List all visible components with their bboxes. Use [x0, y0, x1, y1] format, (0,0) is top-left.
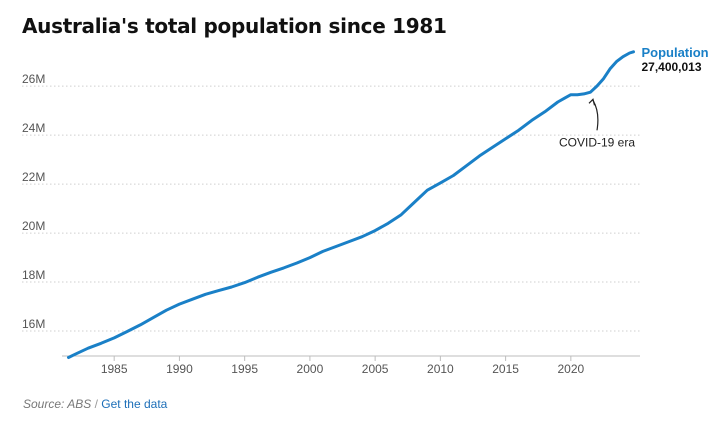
population-line-chart: 16M 18M 20M 22M 24M 26M 1985 1990 1995 2000 2005 20…: [22, 45, 709, 376]
x-tick-label: 2020: [557, 362, 584, 376]
x-tick-label: 1995: [231, 362, 258, 376]
x-tick-label: 2000: [297, 362, 324, 376]
chart-title: Australia's total population since 1981: [22, 14, 447, 38]
y-tick-label: 16M: [22, 317, 45, 331]
source-text: Source: ABS: [23, 397, 92, 411]
series-name-label: Population: [641, 45, 708, 60]
population-series-line: [67, 50, 635, 359]
x-tick-label: 2015: [492, 362, 519, 376]
y-tick-label: 26M: [22, 72, 45, 86]
series-end-value-label: 27,400,013: [641, 60, 701, 74]
annotation-arrow: [592, 99, 599, 131]
y-tick-label: 24M: [22, 121, 45, 135]
annotation-label: COVID-19 era: [559, 135, 635, 149]
y-tick-label: 18M: [22, 268, 45, 282]
get-the-data-link[interactable]: Get the data: [101, 397, 168, 411]
x-tick-label: 2010: [427, 362, 454, 376]
y-tick-label: 20M: [22, 219, 45, 233]
annotation-arrowhead: [588, 98, 596, 106]
x-tick-label: 1985: [101, 362, 128, 376]
x-tick-label: 1990: [166, 362, 193, 376]
y-tick-label: 22M: [22, 170, 45, 184]
source-separator: /: [94, 397, 98, 411]
source-line: Source: ABS / Get the data: [23, 397, 167, 411]
x-tick-label: 2005: [362, 362, 389, 376]
